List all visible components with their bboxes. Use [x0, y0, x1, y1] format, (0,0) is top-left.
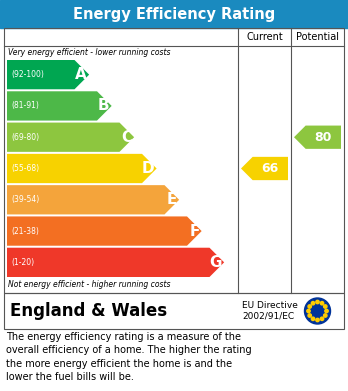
Circle shape — [324, 314, 327, 317]
Circle shape — [311, 301, 315, 305]
Text: The energy efficiency rating is a measure of the
overall efficiency of a home. T: The energy efficiency rating is a measur… — [6, 332, 252, 382]
Bar — [0, 0, 348, 28]
Circle shape — [325, 309, 328, 313]
Circle shape — [320, 301, 324, 305]
Bar — [4, 28, 344, 293]
Polygon shape — [241, 157, 288, 180]
Text: D: D — [142, 161, 155, 176]
Polygon shape — [294, 126, 341, 149]
Polygon shape — [7, 217, 201, 246]
Circle shape — [311, 317, 315, 321]
Text: (1-20): (1-20) — [11, 258, 34, 267]
Polygon shape — [7, 60, 89, 89]
Circle shape — [304, 298, 331, 324]
Circle shape — [308, 314, 311, 317]
Text: F: F — [189, 224, 200, 239]
Circle shape — [316, 318, 319, 322]
Text: (39-54): (39-54) — [11, 195, 39, 204]
Text: C: C — [121, 130, 132, 145]
Text: (81-91): (81-91) — [11, 101, 39, 110]
Polygon shape — [7, 248, 224, 277]
Circle shape — [308, 305, 311, 308]
Text: G: G — [209, 255, 222, 270]
Text: Energy Efficiency Rating: Energy Efficiency Rating — [73, 7, 275, 22]
Polygon shape — [7, 122, 134, 152]
Text: 66: 66 — [262, 162, 279, 175]
Text: Potential: Potential — [296, 32, 339, 42]
Circle shape — [307, 309, 310, 313]
Text: Very energy efficient - lower running costs: Very energy efficient - lower running co… — [8, 48, 171, 57]
Text: Current: Current — [246, 32, 283, 42]
Text: (55-68): (55-68) — [11, 164, 39, 173]
Polygon shape — [7, 91, 112, 120]
Bar — [0, 293, 348, 329]
Text: England & Wales: England & Wales — [10, 302, 167, 320]
Polygon shape — [7, 185, 179, 214]
Circle shape — [320, 317, 324, 321]
Text: (92-100): (92-100) — [11, 70, 44, 79]
Text: A: A — [76, 67, 87, 82]
Circle shape — [316, 300, 319, 304]
Text: EU Directive
2002/91/EC: EU Directive 2002/91/EC — [242, 301, 298, 321]
Text: B: B — [98, 99, 110, 113]
Bar — [0, 28, 348, 293]
Text: (21-38): (21-38) — [11, 226, 39, 235]
Text: (69-80): (69-80) — [11, 133, 39, 142]
Text: E: E — [167, 192, 177, 207]
Bar — [4, 293, 344, 329]
Circle shape — [324, 305, 327, 308]
Text: 80: 80 — [315, 131, 332, 144]
Polygon shape — [7, 154, 157, 183]
Text: Not energy efficient - higher running costs: Not energy efficient - higher running co… — [8, 280, 171, 289]
